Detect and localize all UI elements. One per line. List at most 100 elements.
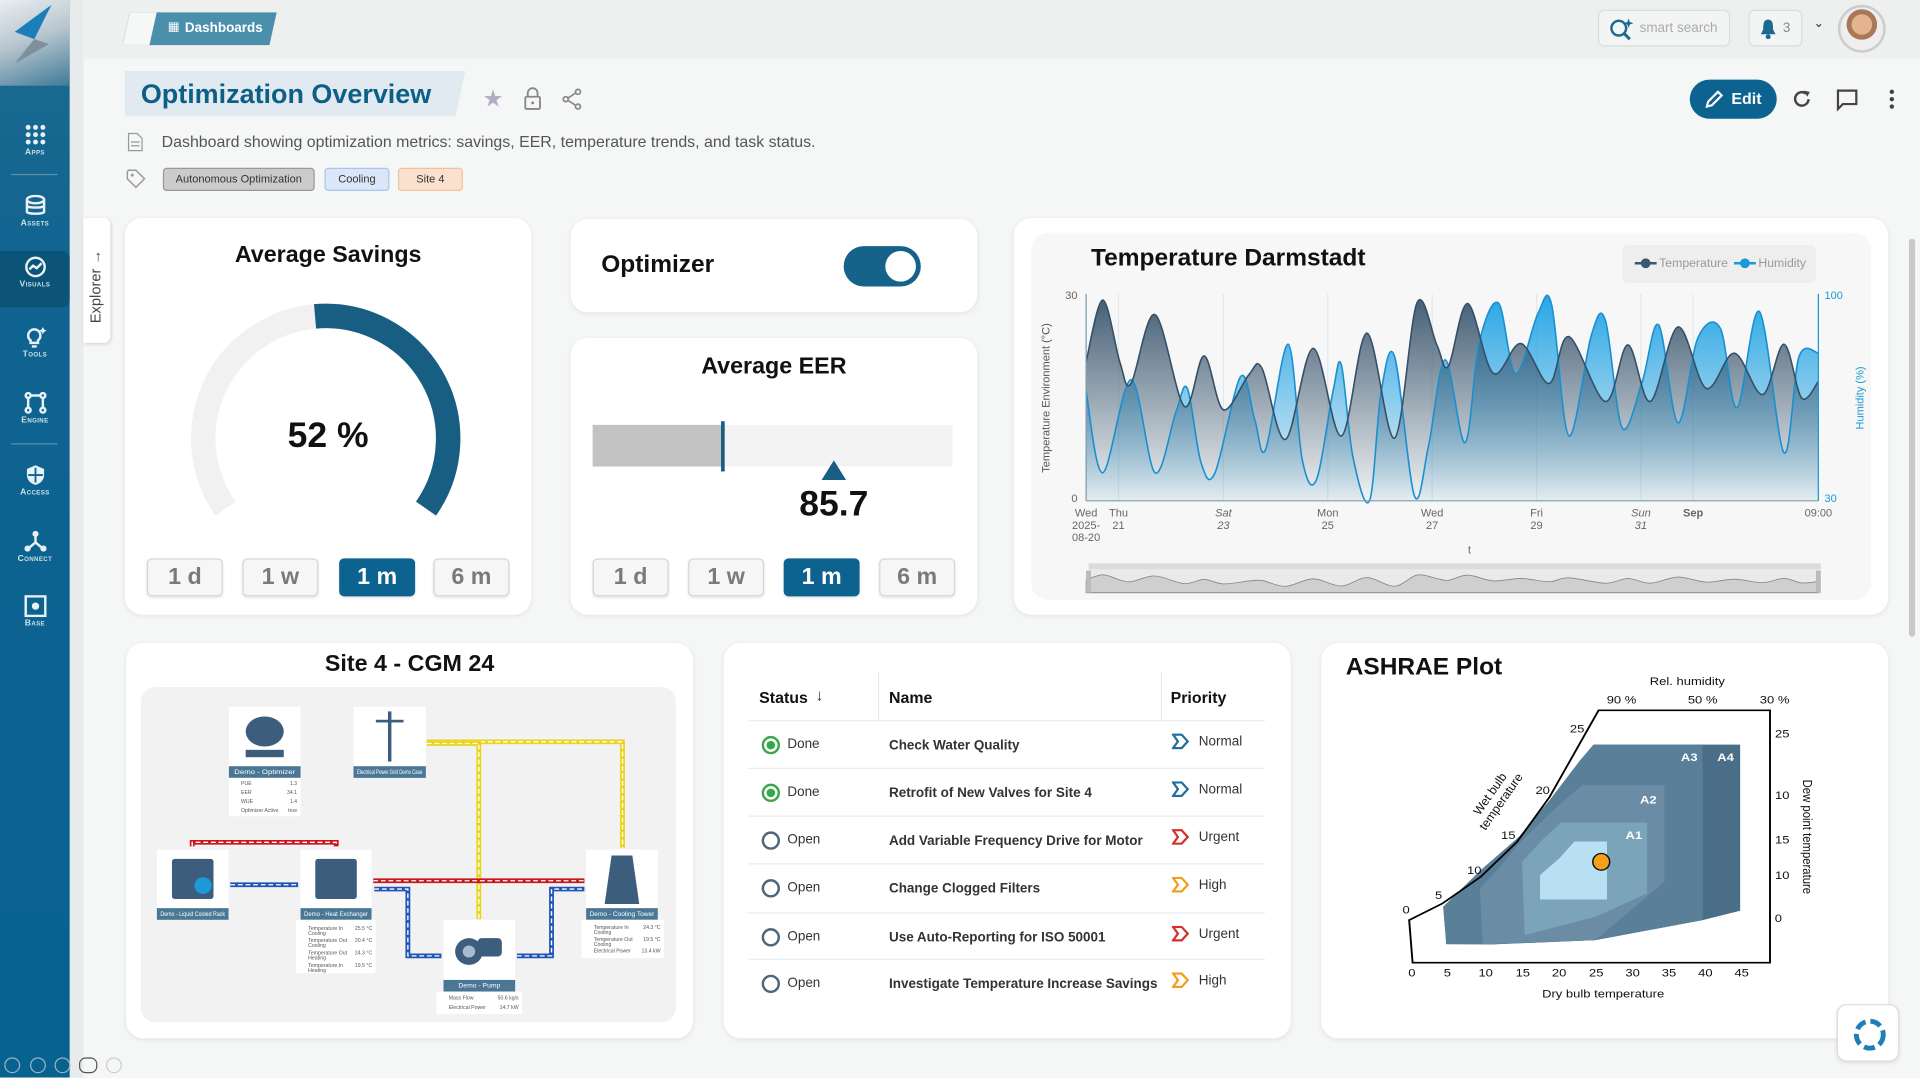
temperature-line[interactable] — [1085, 299, 1820, 441]
range-button-1m[interactable]: 1 m — [339, 558, 416, 597]
task-name[interactable]: Use Auto-Reporting for ISO 50001 — [888, 930, 1106, 945]
tag-cooling[interactable]: Cooling — [324, 167, 390, 192]
status-open-radio-icon[interactable] — [761, 879, 781, 898]
axis-label: 35 — [1662, 967, 1677, 980]
diagram-node[interactable]: Demo - Liquid Cooled Rack — [156, 849, 229, 920]
chart-legend: Temperature Humidity — [1622, 244, 1816, 283]
column-header-name[interactable]: Name — [888, 688, 933, 707]
comment-icon[interactable] — [1836, 88, 1859, 112]
range-button-1d[interactable]: 1 d — [146, 558, 223, 597]
navigator-handle-right[interactable] — [1815, 570, 1821, 593]
table-row[interactable]: Open Investigate Temperature Increase Sav… — [748, 958, 1265, 1007]
eer-value: 85.7 — [799, 484, 869, 525]
table-row[interactable]: Open Use Auto-Reporting for ISO 50001 Urge… — [748, 912, 1265, 960]
navigator-scrollbar[interactable] — [1088, 563, 1821, 570]
table-row[interactable]: Done Check Water Quality Normal — [748, 720, 1265, 768]
sort-arrow-down-icon[interactable]: ↓ — [815, 685, 824, 705]
breadcrumb[interactable]: ▦ Dashboards — [122, 12, 277, 46]
table-row[interactable]: Done Retrofit of New Valves for Site 4 Nor… — [748, 767, 1265, 816]
pipe-flow — [516, 888, 585, 957]
range-button-1w[interactable]: 1 w — [688, 558, 765, 597]
diagram-node[interactable]: Demo - Optimizer PUE 1.3 EER 34.1 WUE 1.4 Optim… — [228, 706, 301, 817]
temperature-humidity-chart[interactable]: 30 0 100 30 Temperature Environment (°C)… — [1014, 218, 1888, 615]
sidebar-item-visuals[interactable]: Visuals — [0, 251, 70, 308]
status-open-radio-icon[interactable] — [761, 831, 781, 850]
share-icon[interactable] — [561, 88, 583, 110]
site-process-diagram[interactable]: Demo - Optimizer PUE 1.3 EER 34.1 WUE 1.4 Optim… — [140, 689, 680, 1020]
axis-label: 15 — [1516, 967, 1531, 980]
refresh-icon[interactable] — [1791, 88, 1813, 110]
node-label-bar — [300, 908, 372, 920]
user-avatar[interactable] — [1837, 4, 1886, 53]
status-open-radio-icon[interactable] — [761, 928, 781, 947]
diagram-node[interactable]: Demo - Heat Exchanger Temperature In Cool… — [296, 849, 376, 974]
tag-autonomous-optimization[interactable]: Autonomous Optimization — [162, 167, 315, 192]
status-open-radio-icon[interactable] — [761, 974, 781, 994]
axis-label: 25 — [1775, 727, 1790, 740]
sidebar-item-connect[interactable]: Connect — [0, 525, 70, 581]
task-name[interactable]: Check Water Quality — [888, 737, 1020, 753]
smart-search-input[interactable]: smart search — [1597, 9, 1731, 47]
tag-site-4[interactable]: Site 4 — [397, 167, 463, 192]
column-header-status[interactable]: Status — [759, 688, 808, 707]
sidebar-item-engine[interactable]: Engine — [0, 387, 70, 443]
sidebar-item-label: Visuals — [19, 280, 51, 289]
pencil-icon — [1705, 90, 1724, 109]
table-row[interactable]: Open Change Clogged Filters High — [748, 863, 1265, 911]
x-tick-label: 29 — [1530, 520, 1542, 532]
range-button-6m[interactable]: 6 m — [879, 558, 956, 597]
assistant-button[interactable] — [1836, 1004, 1900, 1062]
diagram-node[interactable]: Electrical Power Grid Demo Case — [353, 706, 426, 778]
more-options-icon[interactable] — [1887, 88, 1897, 110]
range-button-1d[interactable]: 1 d — [592, 558, 669, 597]
navigator-handle-left[interactable] — [1086, 570, 1092, 593]
axis-label: 10 — [1467, 864, 1482, 877]
eer-value-marker — [821, 460, 847, 481]
diagram-node[interactable]: Demo - Cooling Tower Temperature In Cooli… — [581, 849, 665, 959]
sidebar-item-access[interactable]: Access — [0, 459, 70, 515]
optimizer-toggle[interactable] — [843, 246, 921, 287]
sidebar-item-apps[interactable]: Apps — [0, 119, 70, 175]
task-name[interactable]: Investigate Temperature Increase Savings — [888, 976, 1158, 992]
edit-button[interactable]: Edit — [1689, 79, 1777, 119]
sidebar-item-tools[interactable]: Tools — [0, 321, 70, 377]
stat-label: Electrical Power — [449, 1005, 486, 1011]
apps-grid-icon — [25, 124, 45, 145]
x-tick-label: Sun — [1631, 508, 1651, 520]
logo[interactable] — [0, 0, 70, 86]
sidebar-item-base[interactable]: Base — [0, 590, 70, 646]
table-row[interactable]: Open Add Variable Frequency Drive for Mot… — [748, 815, 1265, 864]
sidebar-item-label: Assets — [20, 219, 50, 228]
priority-high-icon — [1170, 876, 1190, 899]
range-button-1w[interactable]: 1 w — [242, 558, 319, 597]
favorite-star-icon[interactable]: ★ — [482, 86, 504, 113]
diagram-node[interactable]: Demo - Pump Mass Flow 50.6 kg/s Electrical … — [436, 919, 523, 1014]
task-name[interactable]: Add Variable Frequency Drive for Motor — [888, 833, 1143, 848]
explorer-tab[interactable]: Explorer → — [83, 217, 111, 343]
column-header-priority[interactable]: Priority — [1170, 688, 1227, 707]
sidebar-item-assets[interactable]: Assets — [0, 190, 70, 246]
x-tick-label: 23 — [1216, 520, 1230, 532]
lock-icon[interactable] — [523, 87, 543, 110]
bottom-toolbar-icons[interactable] — [0, 1053, 135, 1077]
humidity-line[interactable] — [1085, 294, 1819, 504]
status-done-radio-icon[interactable] — [761, 735, 781, 755]
navigator-series — [1085, 574, 1819, 594]
stat-label: Temperature Out Heating — [308, 951, 348, 962]
status-done-radio-icon[interactable] — [761, 783, 781, 803]
breadcrumb-dashboards[interactable]: Dashboards — [184, 20, 263, 36]
operating-point[interactable] — [1592, 852, 1611, 871]
account-chevron-down-icon[interactable]: ⌄ — [1813, 17, 1824, 31]
range-button-1m[interactable]: 1 m — [783, 558, 860, 597]
task-name[interactable]: Change Clogged Filters — [888, 881, 1041, 896]
stat-value: 50.6 kg/s — [498, 995, 519, 1001]
axis-label: 50 % — [1688, 693, 1718, 706]
page-scrollbar[interactable] — [1908, 238, 1916, 637]
notifications-button[interactable]: 3 — [1748, 9, 1803, 47]
x-tick-label: 25 — [1322, 520, 1334, 532]
legend-humidity[interactable]: Humidity — [1758, 257, 1807, 271]
task-name[interactable]: Retrofit of New Valves for Site 4 — [888, 785, 1092, 801]
legend-temperature[interactable]: Temperature — [1659, 257, 1728, 271]
node-label: Demo - Cooling Tower — [590, 911, 655, 918]
range-button-6m[interactable]: 6 m — [433, 558, 510, 597]
